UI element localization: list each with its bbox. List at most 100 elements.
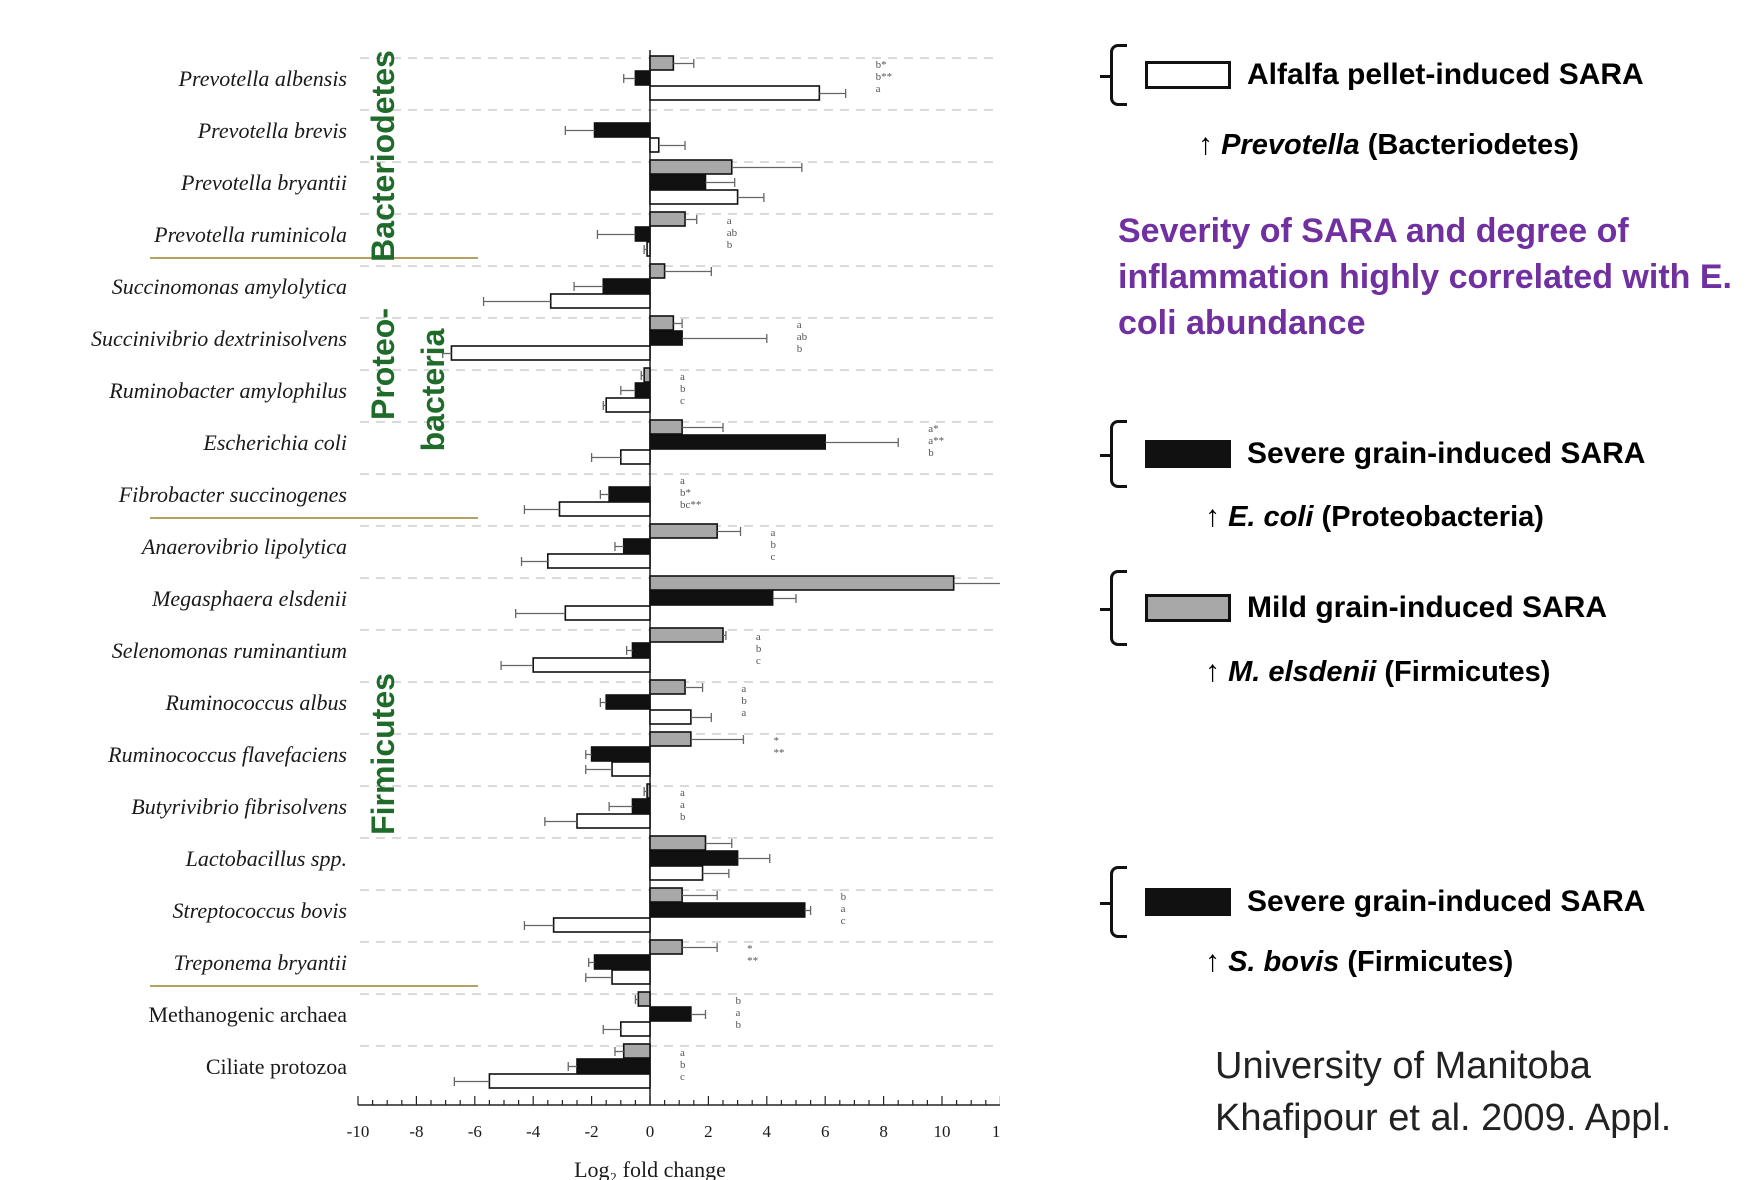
bar-severe bbox=[649, 330, 683, 346]
significance-letter: a** bbox=[928, 435, 944, 447]
significance-letter: a* bbox=[928, 423, 938, 435]
phylum-group-label: Bacteriodetes bbox=[365, 50, 401, 262]
legend-alfalfa: Alfalfa pellet-induced SARA bbox=[1100, 44, 1644, 106]
citation: University of Manitoba Khafipour et al. … bbox=[1215, 1040, 1671, 1144]
up-arrow-icon: ↑ bbox=[1205, 500, 1220, 533]
legend-severe-sbovis: Severe grain-induced SARA bbox=[1100, 866, 1646, 938]
bar-alfalfa bbox=[605, 397, 651, 413]
x-tick-label: 0 bbox=[646, 1122, 655, 1141]
alfalfa-swatch bbox=[1145, 61, 1231, 89]
significance-letter: a bbox=[680, 371, 685, 383]
severity-note: Severity of SARA and degree of inflammat… bbox=[1118, 212, 1732, 342]
species-label: Prevotella albensis bbox=[178, 66, 347, 91]
significance-letter: a bbox=[741, 683, 746, 695]
x-tick-label: -2 bbox=[585, 1122, 599, 1141]
bar-mild bbox=[649, 731, 692, 747]
elsdenii-finding: ↑ M. elsdenii (Firmicutes) bbox=[1205, 655, 1550, 689]
significance-letter: a bbox=[741, 707, 746, 719]
x-tick-label: -4 bbox=[526, 1122, 541, 1141]
finding-phylum: (Firmicutes) bbox=[1384, 656, 1551, 688]
bar-severe bbox=[593, 954, 651, 970]
legend-severe-ecoli: Severe grain-induced SARA bbox=[1100, 420, 1646, 488]
up-arrow-icon: ↑ bbox=[1205, 655, 1220, 688]
bar-alfalfa bbox=[576, 813, 651, 829]
significance-letter: b bbox=[741, 695, 747, 707]
species-label: Ruminobacter amylophilus bbox=[108, 378, 347, 403]
up-arrow-icon: ↑ bbox=[1198, 128, 1213, 161]
bar-severe bbox=[649, 902, 806, 918]
species-label: Prevotella bryantii bbox=[180, 170, 347, 195]
bar-alfalfa bbox=[649, 137, 660, 153]
x-tick-label: -10 bbox=[347, 1122, 370, 1141]
significance-letter: a bbox=[727, 215, 732, 227]
significance-letter: c bbox=[680, 1071, 685, 1083]
significance-letter: * bbox=[773, 735, 779, 747]
species-label: Escherichia coli bbox=[202, 430, 347, 455]
significance-letter: ab bbox=[797, 331, 808, 343]
species-label: Fibrobacter succinogenes bbox=[118, 482, 347, 507]
bar-severe bbox=[649, 434, 826, 450]
species-label: Ciliate protozoa bbox=[206, 1054, 347, 1079]
bracket-icon bbox=[1100, 44, 1127, 106]
legend-severe-label: Severe grain-induced SARA bbox=[1247, 437, 1646, 470]
bar-alfalfa bbox=[649, 189, 739, 205]
sbovis-finding: ↑ S. bovis (Firmicutes) bbox=[1205, 945, 1513, 979]
bar-alfalfa bbox=[619, 449, 651, 465]
finding-genus: Prevotella bbox=[1221, 129, 1360, 161]
finding-genus: S. bovis bbox=[1228, 946, 1340, 978]
bar-alfalfa bbox=[646, 241, 651, 257]
significance-letter: b bbox=[735, 995, 741, 1007]
finding-genus: E. coli bbox=[1228, 501, 1314, 533]
significance-letter: ** bbox=[747, 955, 758, 967]
significance-letter: a bbox=[680, 799, 685, 811]
bar-alfalfa bbox=[649, 865, 704, 881]
significance-letter: bc** bbox=[680, 499, 701, 511]
bar-severe bbox=[649, 174, 707, 190]
bar-severe bbox=[593, 122, 651, 138]
citation-institution: University of Manitoba bbox=[1215, 1045, 1591, 1087]
bar-alfalfa bbox=[558, 501, 651, 517]
significance-letter: c bbox=[756, 655, 761, 667]
legend-alfalfa-label: Alfalfa pellet-induced SARA bbox=[1247, 58, 1644, 91]
bar-severe bbox=[608, 486, 651, 502]
significance-letter: a bbox=[876, 83, 881, 95]
bracket-icon bbox=[1100, 420, 1127, 488]
finding-phylum: (Bacteriodetes) bbox=[1367, 129, 1579, 161]
bar-alfalfa bbox=[546, 553, 651, 569]
bar-severe bbox=[631, 798, 651, 814]
bar-alfalfa bbox=[564, 605, 651, 621]
bar-alfalfa bbox=[450, 345, 651, 361]
x-tick-label: 10 bbox=[934, 1122, 951, 1141]
x-tick-label: 2 bbox=[704, 1122, 713, 1141]
significance-letter: a bbox=[841, 903, 846, 915]
species-label: Prevotella ruminicola bbox=[153, 222, 347, 247]
significance-letter: b bbox=[680, 383, 686, 395]
bar-severe bbox=[631, 642, 651, 658]
severe-swatch bbox=[1145, 440, 1231, 468]
species-label: Megasphaera elsdenii bbox=[151, 586, 347, 611]
x-tick-label: -8 bbox=[409, 1122, 423, 1141]
species-label: Treponema bryantii bbox=[174, 950, 347, 975]
bar-severe bbox=[622, 538, 651, 554]
significance-letter: a bbox=[771, 527, 776, 539]
species-label: Streptococcus bovis bbox=[172, 898, 347, 923]
significance-letter: a bbox=[680, 787, 685, 799]
bracket-icon bbox=[1100, 570, 1127, 646]
bar-mild bbox=[649, 835, 707, 851]
bar-alfalfa bbox=[619, 1021, 651, 1037]
legend-severe-label: Severe grain-induced SARA bbox=[1247, 885, 1646, 918]
bar-alfalfa bbox=[488, 1073, 651, 1089]
significance-letter: a bbox=[680, 1047, 685, 1059]
x-tick-label: 6 bbox=[821, 1122, 830, 1141]
bar-mild bbox=[649, 887, 683, 903]
bar-alfalfa bbox=[549, 293, 651, 309]
bar-severe bbox=[634, 382, 651, 398]
significance-letter: b bbox=[771, 539, 777, 551]
finding-phylum: (Firmicutes) bbox=[1347, 946, 1514, 978]
bar-alfalfa bbox=[552, 917, 651, 933]
bar-mild bbox=[649, 575, 955, 591]
citation-reference: Khafipour et al. 2009. Appl. bbox=[1215, 1097, 1672, 1139]
x-tick-label: 8 bbox=[879, 1122, 888, 1141]
bar-severe bbox=[634, 70, 651, 86]
